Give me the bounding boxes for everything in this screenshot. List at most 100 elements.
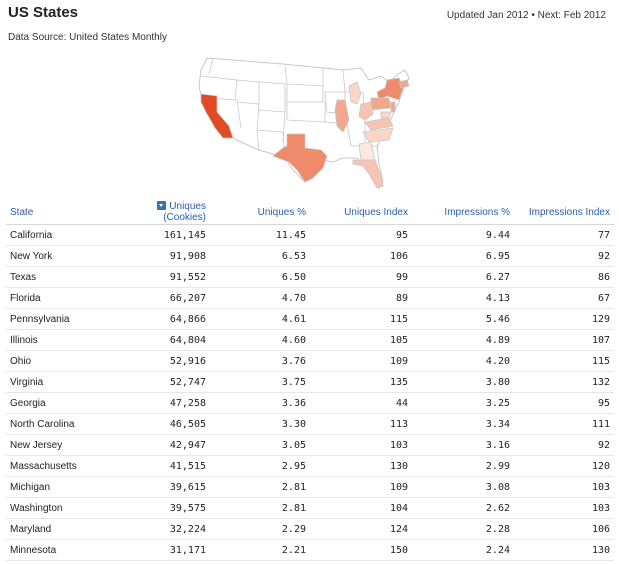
cell-uniques-index: 115 [310, 308, 412, 330]
cell-impressions-pct: 2.99 [412, 455, 514, 477]
cell-state[interactable]: Maryland [6, 518, 118, 540]
table-row: Virginia 52,747 3.75 135 3.80 132 [6, 371, 614, 393]
cell-state[interactable]: Ohio [6, 350, 118, 372]
states-table: State Uniques (Cookies) Uniques % Unique… [6, 200, 614, 561]
state-florida[interactable] [352, 159, 384, 189]
cell-impressions-index: 115 [514, 350, 614, 372]
cell-impressions-index: 111 [514, 413, 614, 435]
table-header-row: State Uniques (Cookies) Uniques % Unique… [6, 200, 614, 225]
table-row: New Jersey 42,947 3.05 103 3.16 92 [6, 434, 614, 456]
cell-uniques-pct: 2.81 [210, 476, 310, 498]
cell-impressions-index: 77 [514, 224, 614, 246]
state-illinois[interactable] [334, 99, 350, 133]
cell-state[interactable]: Virginia [6, 371, 118, 393]
cell-impressions-pct: 4.13 [412, 287, 514, 309]
cell-uniques-pct: 4.60 [210, 329, 310, 351]
cell-uniques: 64,866 [118, 308, 210, 330]
table-row: Washington 39,575 2.81 104 2.62 103 [6, 497, 614, 519]
cell-state[interactable]: Pennsylvania [6, 308, 118, 330]
cell-uniques-index: 109 [310, 476, 412, 498]
column-header-state[interactable]: State [6, 200, 118, 225]
cell-state[interactable]: Florida [6, 287, 118, 309]
table-body: California 161,145 11.45 95 9.44 77 New York 91… [6, 224, 614, 561]
cell-impressions-pct: 2.62 [412, 497, 514, 519]
cell-state[interactable]: New Jersey [6, 434, 118, 456]
cell-state[interactable]: Washington [6, 497, 118, 519]
cell-uniques-pct: 3.76 [210, 350, 310, 372]
cell-impressions-pct: 3.25 [412, 392, 514, 414]
sort-desc-icon[interactable] [157, 201, 167, 210]
cell-state[interactable]: Michigan [6, 476, 118, 498]
cell-uniques: 52,916 [118, 350, 210, 372]
cell-uniques: 46,505 [118, 413, 210, 435]
cell-impressions-index: 92 [514, 245, 614, 267]
state-texas[interactable] [272, 133, 328, 183]
column-header-uniques-pct[interactable]: Uniques % [210, 200, 310, 225]
column-header-impressions-index[interactable]: Impressions Index [514, 200, 614, 225]
cell-state[interactable]: Massachusetts [6, 455, 118, 477]
table-row: Pennsylvania 64,866 4.61 115 5.46 129 [6, 308, 614, 330]
table-row: California 161,145 11.45 95 9.44 77 [6, 224, 614, 246]
cell-uniques-pct: 11.45 [210, 224, 310, 246]
cell-uniques-index: 124 [310, 518, 412, 540]
cell-uniques-pct: 6.50 [210, 266, 310, 288]
state-massachusetts[interactable] [398, 79, 410, 89]
state-pennsylvania[interactable] [370, 97, 392, 111]
cell-impressions-pct: 4.89 [412, 329, 514, 351]
cell-impressions-pct: 3.16 [412, 434, 514, 456]
cell-uniques-pct: 4.70 [210, 287, 310, 309]
us-states-map[interactable] [193, 46, 428, 196]
table-row: Texas 91,552 6.50 99 6.27 86 [6, 266, 614, 288]
cell-impressions-pct: 2.24 [412, 539, 514, 561]
state-north-carolina[interactable] [362, 127, 394, 143]
state-virginia[interactable] [364, 117, 394, 131]
cell-impressions-index: 86 [514, 266, 614, 288]
cell-uniques: 47,258 [118, 392, 210, 414]
state-ohio[interactable] [358, 101, 374, 121]
cell-state[interactable]: California [6, 224, 118, 246]
data-source-label: Data Source: United States Monthly [8, 32, 167, 43]
cell-state[interactable]: North Carolina [6, 413, 118, 435]
cell-uniques-index: 106 [310, 245, 412, 267]
cell-uniques: 39,575 [118, 497, 210, 519]
cell-uniques-pct: 3.05 [210, 434, 310, 456]
cell-state[interactable]: Texas [6, 266, 118, 288]
us-map-svg [198, 57, 410, 189]
cell-impressions-index: 67 [514, 287, 614, 309]
cell-uniques-pct: 6.53 [210, 245, 310, 267]
cell-impressions-index: 130 [514, 539, 614, 561]
cell-state[interactable]: Minnesota [6, 539, 118, 561]
cell-state[interactable]: New York [6, 245, 118, 267]
cell-uniques: 31,171 [118, 539, 210, 561]
cell-uniques-index: 89 [310, 287, 412, 309]
cell-uniques-index: 105 [310, 329, 412, 351]
table-row: Georgia 47,258 3.36 44 3.25 95 [6, 392, 614, 414]
state-michigan[interactable] [348, 81, 362, 105]
table-row: Massachusetts 41,515 2.95 130 2.99 120 [6, 455, 614, 477]
cell-impressions-index: 106 [514, 518, 614, 540]
cell-impressions-pct: 3.34 [412, 413, 514, 435]
state-maryland[interactable] [380, 111, 392, 119]
column-header-uniques[interactable]: Uniques (Cookies) [118, 200, 210, 225]
column-header-impressions-pct[interactable]: Impressions % [412, 200, 514, 225]
state-new-jersey[interactable] [390, 101, 396, 113]
cell-impressions-index: 120 [514, 455, 614, 477]
cell-impressions-pct: 5.46 [412, 308, 514, 330]
cell-impressions-index: 103 [514, 497, 614, 519]
cell-state[interactable]: Georgia [6, 392, 118, 414]
cell-uniques: 42,947 [118, 434, 210, 456]
state-california[interactable] [200, 93, 234, 139]
column-header-uniques-index[interactable]: Uniques Index [310, 200, 412, 225]
cell-state[interactable]: Illinois [6, 329, 118, 351]
cell-uniques: 66,207 [118, 287, 210, 309]
cell-impressions-pct: 4.20 [412, 350, 514, 372]
cell-uniques-index: 130 [310, 455, 412, 477]
cell-uniques-index: 44 [310, 392, 412, 414]
cell-uniques-index: 104 [310, 497, 412, 519]
cell-uniques: 161,145 [118, 224, 210, 246]
cell-uniques-index: 135 [310, 371, 412, 393]
cell-impressions-index: 129 [514, 308, 614, 330]
cell-uniques-pct: 3.36 [210, 392, 310, 414]
cell-uniques: 52,747 [118, 371, 210, 393]
cell-uniques-index: 103 [310, 434, 412, 456]
